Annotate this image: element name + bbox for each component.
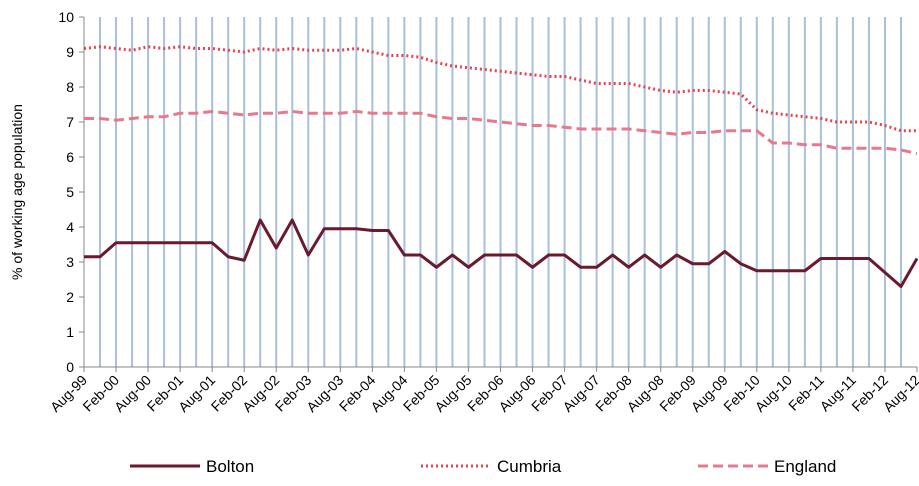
series-lines <box>83 45 919 288</box>
y-tick-label: 4 <box>66 219 74 235</box>
y-tick-label: 7 <box>66 114 74 130</box>
y-axis-label: % of working age population <box>9 104 25 280</box>
y-tick-label: 9 <box>66 44 74 60</box>
vertical-gridlines <box>99 17 902 367</box>
y-tick-label: 10 <box>58 9 74 25</box>
y-tick-label: 6 <box>66 149 74 165</box>
x-tick-label: Aug-10 <box>752 372 795 415</box>
legend-label-england: England <box>774 457 836 476</box>
y-tick-label: 1 <box>66 324 74 340</box>
series-line-england <box>84 110 918 155</box>
x-tick-labels: Aug-99Feb-00Aug-00Feb-01Aug-01Feb-02Aug-… <box>47 367 919 415</box>
y-tick-label: 0 <box>66 359 74 375</box>
legend-label-bolton: Bolton <box>206 457 254 476</box>
legend: Bolton Cumbria England <box>130 457 836 476</box>
y-tick-labels: 0 1 2 3 4 5 6 7 8 9 10 <box>58 9 84 375</box>
y-tick-label: 3 <box>66 254 74 270</box>
series-line-cumbria <box>83 45 917 133</box>
y-tick-label: 2 <box>66 289 74 305</box>
y-tick-label: 5 <box>66 184 74 200</box>
series-line-bolton <box>84 218 919 288</box>
y-tick-label: 8 <box>66 79 74 95</box>
legend-label-cumbria: Cumbria <box>497 457 562 476</box>
